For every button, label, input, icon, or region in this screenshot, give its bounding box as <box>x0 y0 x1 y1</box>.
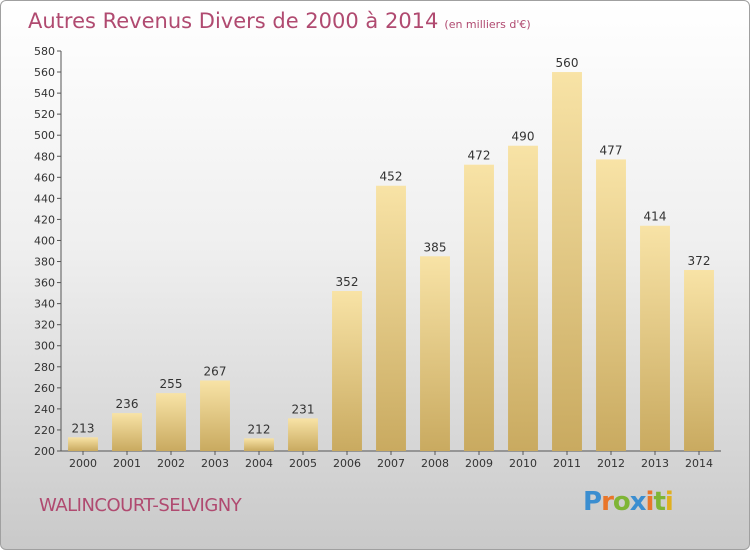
logo-letter: r <box>601 487 614 517</box>
bar-2006 <box>332 291 362 451</box>
data-label-2012: 477 <box>600 143 623 157</box>
bar-2009 <box>464 164 494 451</box>
bar-2003 <box>200 380 230 451</box>
x-tick-label: 2003 <box>201 457 229 470</box>
y-tick-label: 560 <box>34 66 55 79</box>
y-tick-label: 500 <box>34 129 55 142</box>
y-tick-label: 360 <box>34 277 55 290</box>
x-tick-label: 2006 <box>333 457 361 470</box>
y-tick-label: 300 <box>34 340 55 353</box>
bar-2000 <box>68 437 98 451</box>
data-label-2003: 267 <box>204 364 227 378</box>
bar-2001 <box>112 413 142 451</box>
bar-2004 <box>244 438 274 451</box>
data-label-2009: 472 <box>468 149 491 163</box>
bar-2008 <box>420 256 450 451</box>
y-tick-label: 540 <box>34 87 55 100</box>
data-label-2004: 212 <box>248 422 271 436</box>
data-label-2010: 490 <box>512 130 535 144</box>
data-label-2014: 372 <box>688 254 711 268</box>
data-label-2001: 236 <box>116 397 139 411</box>
x-tick-label: 2008 <box>421 457 449 470</box>
x-tick-label: 2001 <box>113 457 141 470</box>
y-tick-label: 340 <box>34 298 55 311</box>
bar-2010 <box>508 145 538 451</box>
chart-title-text: Autres Revenus Divers de 2000 à 2014 <box>28 9 439 33</box>
logo-letter: o <box>612 487 631 517</box>
y-tick-label: 400 <box>34 234 55 247</box>
unit-note: (en milliers d'€) <box>444 18 531 31</box>
y-tick-label: 420 <box>34 213 55 226</box>
x-tick-label: 2004 <box>245 457 273 470</box>
x-tick-label: 2013 <box>641 457 669 470</box>
data-label-2005: 231 <box>292 402 315 416</box>
y-tick-label: 320 <box>34 319 55 332</box>
data-label-2002: 255 <box>160 377 183 391</box>
y-tick-label: 440 <box>34 192 55 205</box>
proxiti-logo: Proxiti <box>583 487 674 517</box>
y-tick-label: 460 <box>34 171 55 184</box>
x-tick-label: 2011 <box>553 457 581 470</box>
x-tick-label: 2002 <box>157 457 185 470</box>
y-tick-label: 220 <box>34 424 55 437</box>
location-name: WALINCOURT-SELVIGNY <box>39 495 242 516</box>
y-tick-label: 520 <box>34 108 55 121</box>
y-tick-label: 200 <box>34 445 55 458</box>
data-label-2000: 213 <box>72 421 95 435</box>
x-tick-label: 2014 <box>685 457 713 470</box>
bar-2007 <box>376 185 406 451</box>
data-label-2006: 352 <box>336 275 359 289</box>
bar-2012 <box>596 159 626 451</box>
logo-letter: t <box>653 487 665 517</box>
x-tick-label: 2000 <box>69 457 97 470</box>
data-label-2008: 385 <box>424 240 447 254</box>
data-label-2013: 414 <box>644 210 667 224</box>
x-tick-label: 2007 <box>377 457 405 470</box>
logo-letter: P <box>583 487 602 517</box>
y-tick-label: 580 <box>34 45 55 58</box>
logo-letter: i <box>645 487 655 517</box>
data-labels: 213 236 255 267 212 231 352 452 385 472 490 560 477 4… <box>72 56 711 436</box>
bar-2011 <box>552 72 582 451</box>
data-label-2007: 452 <box>380 170 403 184</box>
bar-2014 <box>684 269 714 451</box>
y-tick-label: 380 <box>34 256 55 269</box>
axes: 200 220 240 260 280 300 320 340 360 380 400 420 440 4… <box>34 45 721 470</box>
bar-2013 <box>640 225 670 451</box>
data-label-2011: 560 <box>556 56 579 70</box>
x-tick-label: 2009 <box>465 457 493 470</box>
logo-letter: i <box>664 487 674 517</box>
y-tick-label: 260 <box>34 382 55 395</box>
bars <box>68 72 714 451</box>
x-tick-label: 2012 <box>597 457 625 470</box>
bar-2002 <box>156 393 186 451</box>
y-tick-label: 480 <box>34 150 55 163</box>
x-tick-label: 2005 <box>289 457 317 470</box>
chart-title: Autres Revenus Divers de 2000 à 2014 (en … <box>28 9 531 33</box>
logo-letter: x <box>629 487 647 517</box>
y-tick-label: 280 <box>34 361 55 374</box>
y-tick-label: 240 <box>34 403 55 416</box>
bar-2005 <box>288 418 318 451</box>
x-tick-label: 2010 <box>509 457 537 470</box>
